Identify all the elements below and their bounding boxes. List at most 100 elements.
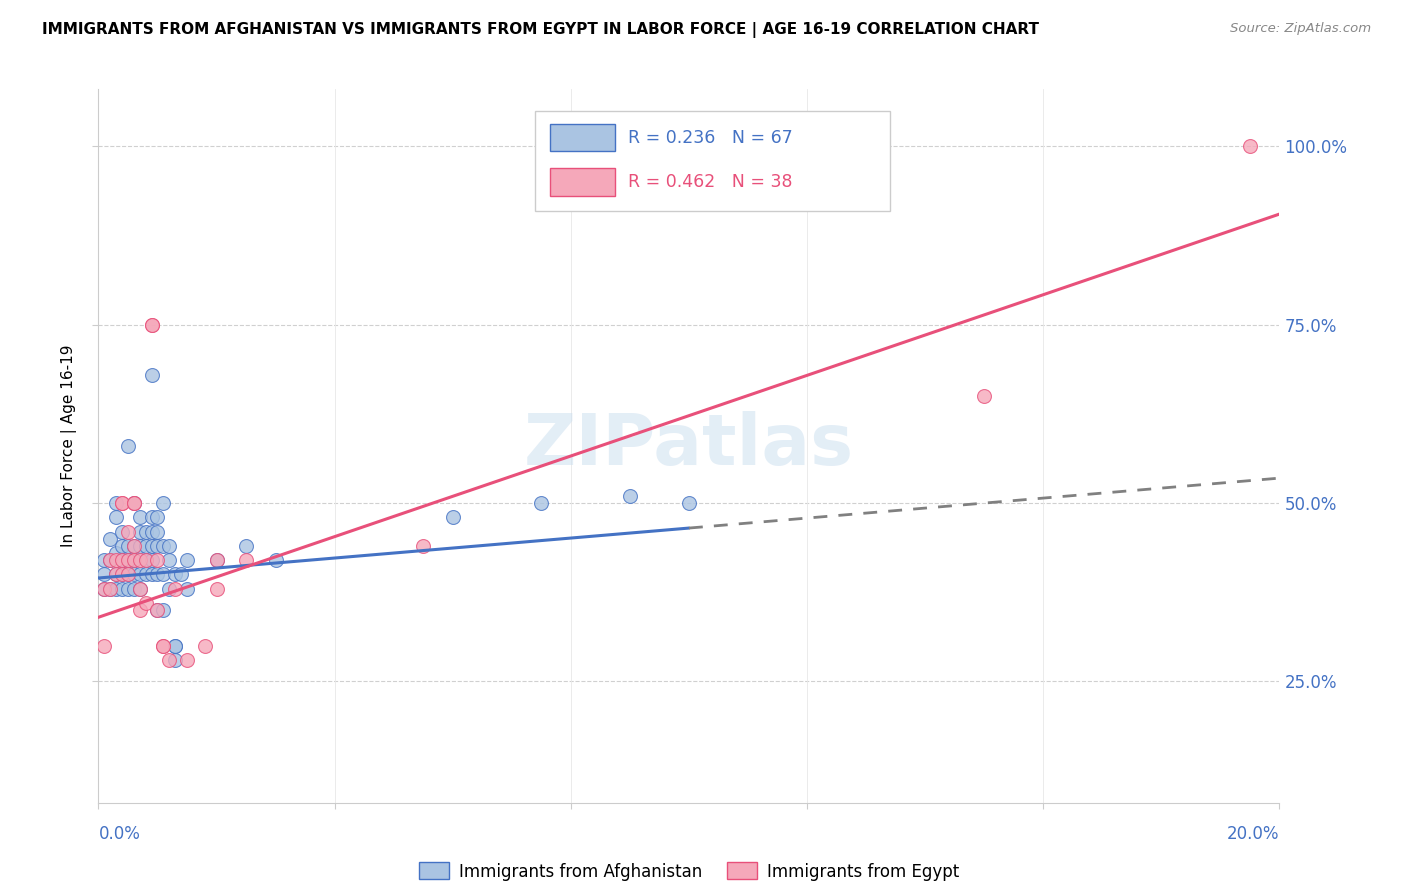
Point xyxy=(157,539,180,553)
Point xyxy=(122,539,145,553)
Point xyxy=(93,639,115,653)
Point xyxy=(122,496,145,510)
Point xyxy=(157,582,180,596)
Point xyxy=(117,567,139,582)
FancyBboxPatch shape xyxy=(550,124,614,152)
Point xyxy=(165,653,187,667)
Point xyxy=(122,539,145,553)
Point xyxy=(111,553,134,567)
Text: Source: ZipAtlas.com: Source: ZipAtlas.com xyxy=(1230,22,1371,36)
Point xyxy=(111,496,134,510)
Point xyxy=(170,567,193,582)
Point xyxy=(176,653,198,667)
Point xyxy=(122,496,145,510)
Point xyxy=(122,553,145,567)
Point xyxy=(122,567,145,582)
Point xyxy=(135,553,157,567)
Point xyxy=(98,553,121,567)
Point xyxy=(128,524,150,539)
Point xyxy=(146,539,169,553)
Point xyxy=(141,524,163,539)
Legend: Immigrants from Afghanistan, Immigrants from Egypt: Immigrants from Afghanistan, Immigrants … xyxy=(412,855,966,888)
Point xyxy=(141,318,163,332)
Point xyxy=(93,582,115,596)
Text: ZIPatlas: ZIPatlas xyxy=(524,411,853,481)
Point xyxy=(93,582,115,596)
Point xyxy=(146,567,169,582)
Text: R = 0.462   N = 38: R = 0.462 N = 38 xyxy=(627,173,792,191)
Point xyxy=(111,567,134,582)
Point xyxy=(128,539,150,553)
Point xyxy=(122,553,145,567)
Point xyxy=(152,496,174,510)
Point xyxy=(93,567,115,582)
Point xyxy=(98,532,121,546)
Point xyxy=(235,539,257,553)
Point xyxy=(152,639,174,653)
Text: R = 0.236   N = 67: R = 0.236 N = 67 xyxy=(627,128,792,146)
Text: 0.0%: 0.0% xyxy=(98,825,141,843)
Point xyxy=(105,510,128,524)
Point xyxy=(146,510,169,524)
Point xyxy=(441,510,464,524)
Point xyxy=(146,603,169,617)
Point xyxy=(105,546,128,560)
Point xyxy=(128,603,150,617)
Point xyxy=(264,553,287,567)
Point xyxy=(205,553,228,567)
Point xyxy=(135,567,157,582)
Point xyxy=(973,389,995,403)
Point xyxy=(146,603,169,617)
Point xyxy=(135,524,157,539)
Point xyxy=(205,553,228,567)
Point xyxy=(157,553,180,567)
Text: IMMIGRANTS FROM AFGHANISTAN VS IMMIGRANTS FROM EGYPT IN LABOR FORCE | AGE 16-19 : IMMIGRANTS FROM AFGHANISTAN VS IMMIGRANT… xyxy=(42,22,1039,38)
Point xyxy=(152,567,174,582)
Point xyxy=(141,318,163,332)
Point xyxy=(111,539,134,553)
Point xyxy=(157,653,180,667)
Point xyxy=(135,539,157,553)
Point xyxy=(530,496,553,510)
Point xyxy=(111,582,134,596)
Point xyxy=(141,539,163,553)
Point xyxy=(111,567,134,582)
Point xyxy=(1239,139,1261,153)
Point xyxy=(152,603,174,617)
Point xyxy=(105,567,128,582)
Point xyxy=(176,582,198,596)
Point xyxy=(135,553,157,567)
Point xyxy=(128,510,150,524)
Point xyxy=(152,639,174,653)
Point xyxy=(141,510,163,524)
Point xyxy=(678,496,700,510)
Text: 20.0%: 20.0% xyxy=(1227,825,1279,843)
Point xyxy=(135,596,157,610)
Point xyxy=(111,524,134,539)
Point xyxy=(165,639,187,653)
Y-axis label: In Labor Force | Age 16-19: In Labor Force | Age 16-19 xyxy=(60,344,77,548)
Point xyxy=(105,582,128,596)
Point xyxy=(141,567,163,582)
Point xyxy=(117,524,139,539)
Point xyxy=(105,567,128,582)
Point xyxy=(165,582,187,596)
Point xyxy=(117,439,139,453)
Point xyxy=(619,489,641,503)
Point xyxy=(412,539,434,553)
Point xyxy=(141,553,163,567)
FancyBboxPatch shape xyxy=(536,111,890,211)
Point xyxy=(117,582,139,596)
Point xyxy=(152,539,174,553)
Point xyxy=(105,496,128,510)
Point xyxy=(205,582,228,596)
Point xyxy=(194,639,217,653)
Point xyxy=(176,553,198,567)
Point xyxy=(98,553,121,567)
Point xyxy=(165,567,187,582)
Point xyxy=(165,639,187,653)
Point xyxy=(122,582,145,596)
Point xyxy=(235,553,257,567)
Point xyxy=(146,553,169,567)
Point xyxy=(98,582,121,596)
